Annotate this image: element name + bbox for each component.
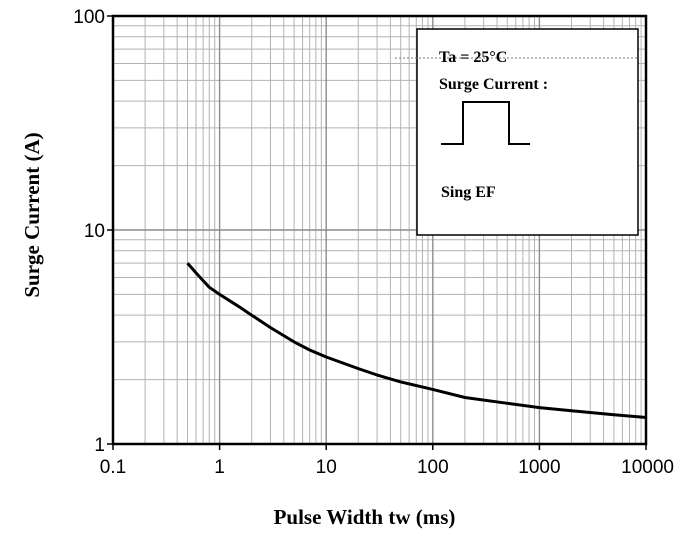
series-layer bbox=[186, 262, 647, 419]
x-tick-label: 10 bbox=[316, 457, 337, 478]
annotation-box: Ta = 25°C Surge Current : Sing EF bbox=[395, 28, 639, 236]
annotation-frame bbox=[416, 28, 639, 236]
y-tick-label: 10 bbox=[84, 221, 105, 242]
surge-current-curve bbox=[186, 262, 647, 419]
annotation-surge-current-label: Surge Current : bbox=[439, 76, 548, 93]
y-tick-label: 100 bbox=[73, 7, 105, 28]
x-tick-label: 0.1 bbox=[100, 457, 126, 478]
pulse-waveform-icon bbox=[441, 101, 530, 145]
x-tick-label: 1 bbox=[214, 457, 225, 478]
x-axis-title: Pulse Width tw (ms) bbox=[274, 505, 456, 529]
x-tick-label: 1000 bbox=[518, 457, 560, 478]
annotation-temperature: Ta = 25°C bbox=[439, 49, 507, 66]
y-axis-title: Surge Current (A) bbox=[20, 132, 44, 297]
annotation-sing-ef: Sing EF bbox=[441, 184, 496, 201]
x-tick-label: 100 bbox=[417, 457, 449, 478]
y-tick-label: 1 bbox=[94, 435, 105, 456]
x-tick-label: 10000 bbox=[621, 457, 674, 478]
